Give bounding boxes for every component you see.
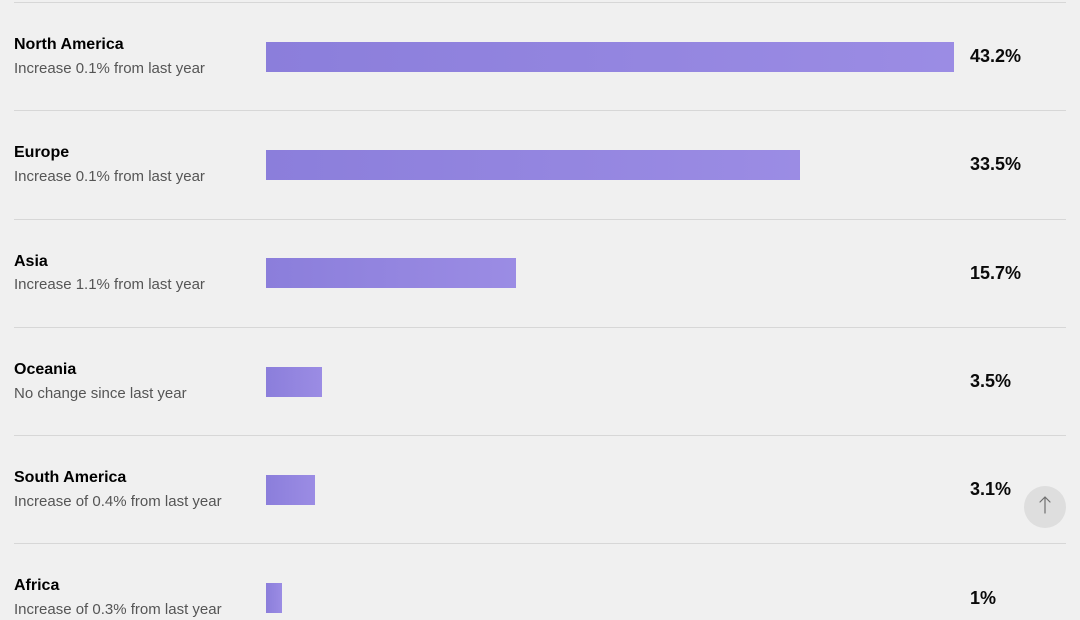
region-name: Oceania bbox=[14, 360, 256, 381]
value-label: 33.5% bbox=[970, 154, 1021, 175]
value-label: 15.7% bbox=[970, 263, 1021, 284]
chart-row: Asia Increase 1.1% from last year 15.7% bbox=[14, 219, 1066, 327]
value-label: 3.5% bbox=[970, 371, 1011, 392]
region-subtext: Increase of 0.4% from last year bbox=[14, 492, 256, 512]
bar-wrapper: 3.5% bbox=[266, 367, 1066, 397]
region-subtext: Increase of 0.3% from last year bbox=[14, 600, 256, 620]
chart-row: Oceania No change since last year 3.5% bbox=[14, 327, 1066, 435]
bar-fill bbox=[266, 583, 282, 613]
row-label: Asia Increase 1.1% from last year bbox=[14, 252, 266, 295]
bar-track bbox=[266, 583, 954, 613]
value-label: 3.1% bbox=[970, 479, 1011, 500]
region-name: Asia bbox=[14, 252, 256, 273]
chart-row: Europe Increase 0.1% from last year 33.5… bbox=[14, 110, 1066, 218]
bar-fill bbox=[266, 367, 322, 397]
bar-wrapper: 33.5% bbox=[266, 150, 1066, 180]
region-subtext: Increase 0.1% from last year bbox=[14, 167, 256, 187]
bar-track bbox=[266, 367, 954, 397]
chart-row: North America Increase 0.1% from last ye… bbox=[14, 2, 1066, 110]
region-subtext: Increase 0.1% from last year bbox=[14, 59, 256, 79]
row-label: Europe Increase 0.1% from last year bbox=[14, 143, 266, 186]
row-label: South America Increase of 0.4% from last… bbox=[14, 468, 266, 511]
bar-wrapper: 1% bbox=[266, 583, 1066, 613]
bar-wrapper: 43.2% bbox=[266, 42, 1066, 72]
row-label: Africa Increase of 0.3% from last year bbox=[14, 576, 266, 619]
row-label: North America Increase 0.1% from last ye… bbox=[14, 35, 266, 78]
bar-track bbox=[266, 42, 954, 72]
bar-wrapper: 15.7% bbox=[266, 258, 1066, 288]
bar-track bbox=[266, 258, 954, 288]
bar-fill bbox=[266, 150, 800, 180]
value-label: 1% bbox=[970, 588, 996, 609]
bar-fill bbox=[266, 258, 516, 288]
region-name: North America bbox=[14, 35, 256, 56]
region-subtext: No change since last year bbox=[14, 384, 256, 404]
region-subtext: Increase 1.1% from last year bbox=[14, 275, 256, 295]
chart-row: Africa Increase of 0.3% from last year 1… bbox=[14, 543, 1066, 619]
scroll-to-top-button[interactable] bbox=[1024, 486, 1066, 528]
row-label: Oceania No change since last year bbox=[14, 360, 266, 403]
region-name: Africa bbox=[14, 576, 256, 597]
bar-fill bbox=[266, 42, 954, 72]
chart-row: South America Increase of 0.4% from last… bbox=[14, 435, 1066, 543]
bar-fill bbox=[266, 475, 315, 505]
bar-track bbox=[266, 475, 954, 505]
region-name: South America bbox=[14, 468, 256, 489]
region-bar-chart: North America Increase 0.1% from last ye… bbox=[0, 2, 1080, 620]
bar-wrapper: 3.1% bbox=[266, 475, 1066, 505]
region-name: Europe bbox=[14, 143, 256, 164]
arrow-up-icon bbox=[1038, 496, 1052, 519]
bar-track bbox=[266, 150, 954, 180]
value-label: 43.2% bbox=[970, 46, 1021, 67]
